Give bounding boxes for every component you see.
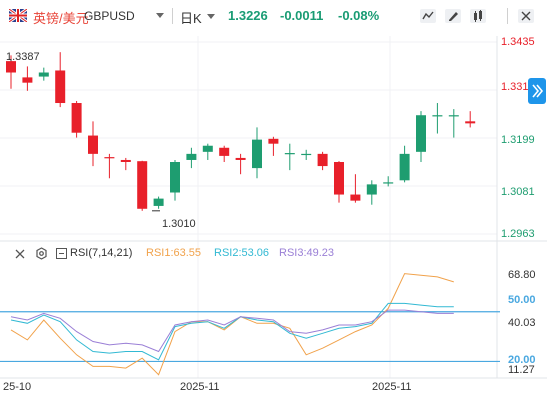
candle-body [432, 115, 443, 117]
candle-body [301, 153, 312, 156]
price-axis-label: 1.3317 [501, 81, 535, 93]
price-axis-label: 1.3081 [501, 186, 535, 198]
candle-body [284, 153, 295, 155]
candle-body [104, 157, 115, 159]
rsi1-value: RSI1:63.55 [146, 247, 202, 259]
candle-body [235, 157, 246, 160]
rsi2-line [10, 302, 454, 361]
candle-body [202, 145, 213, 152]
rsi-axis-label: 50.00 [508, 294, 536, 306]
price-axis-label: 1.2963 [501, 228, 535, 240]
time-axis-label: 2025-11 [372, 381, 412, 393]
scroll-right-button[interactable] [528, 78, 546, 104]
last-price: 1.3226 [228, 8, 268, 23]
candle-body [317, 153, 328, 167]
rsi-axis-label: 20.00 [508, 354, 536, 366]
candle-body [153, 198, 164, 206]
rsi-legend: RSI(7,14,21) RSI1:63.55 RSI2:53.06 RSI3:… [0, 243, 530, 263]
candle-body [6, 61, 16, 73]
rsi1-line [10, 273, 454, 376]
candle-body [465, 121, 476, 124]
chevron-down-icon[interactable] [207, 14, 215, 19]
candle-body [38, 72, 49, 77]
candle-body [350, 194, 361, 201]
candle-body [334, 162, 344, 195]
price-change: -0.0011 [280, 8, 324, 23]
symbol-selector[interactable]: GBPUSD [84, 9, 135, 23]
compare-icon[interactable] [468, 7, 488, 25]
line-style-icon[interactable] [418, 7, 438, 25]
high-annotation: 1.3387 [6, 51, 40, 63]
rsi-indicator-name: RSI(7,14,21) [70, 247, 133, 259]
candle-body [22, 77, 33, 83]
candle-body [268, 138, 279, 144]
candle-body [252, 139, 262, 169]
candle-body [88, 135, 98, 154]
candle-body [416, 115, 426, 152]
candle-body [383, 182, 394, 184]
collapse-icon[interactable] [516, 7, 536, 25]
candle-body [137, 161, 148, 209]
quote-header: 英镑/美元 GBPUSD 日K 1.3226 -0.0011 -0.08% [0, 0, 547, 33]
close-icon[interactable] [14, 248, 26, 260]
divider [507, 8, 508, 24]
rsi-axis-label: 11.27 [508, 364, 535, 376]
period-selector[interactable]: 日K [180, 11, 202, 26]
uk-flag-icon [9, 9, 27, 22]
rsi-axis-label: 40.03 [508, 317, 536, 329]
price-change-pct: -0.08% [338, 8, 380, 23]
low-annotation: 1.3010 [162, 218, 196, 230]
candle-body [448, 115, 459, 117]
candle-body [366, 184, 377, 195]
candle-body [186, 153, 197, 160]
collapse-panel-icon[interactable] [56, 248, 67, 259]
price-axis-label: 1.3435 [501, 36, 535, 48]
time-axis-label: 2025-11 [180, 381, 220, 393]
candle-body [399, 153, 410, 181]
rsi2-value: RSI2:53.06 [214, 247, 270, 259]
price-axis-label: 1.3199 [501, 134, 535, 146]
candle-body [71, 103, 82, 133]
rsi3-line [10, 309, 454, 353]
candle-body [219, 147, 230, 156]
chevron-down-icon[interactable] [156, 13, 164, 18]
gear-icon[interactable] [35, 247, 48, 260]
divider [172, 8, 173, 24]
rsi3-value: RSI3:49.23 [279, 247, 335, 259]
candle-body [120, 159, 131, 162]
pair-name: 英镑/美元 [33, 11, 89, 26]
chevron-right-icon[interactable] [528, 78, 546, 104]
pencil-icon[interactable] [443, 7, 463, 25]
time-axis-label: 25-10 [3, 381, 32, 393]
candle-body [170, 162, 180, 193]
rsi-axis-label: 68.80 [508, 269, 536, 281]
candle-body [55, 70, 66, 104]
